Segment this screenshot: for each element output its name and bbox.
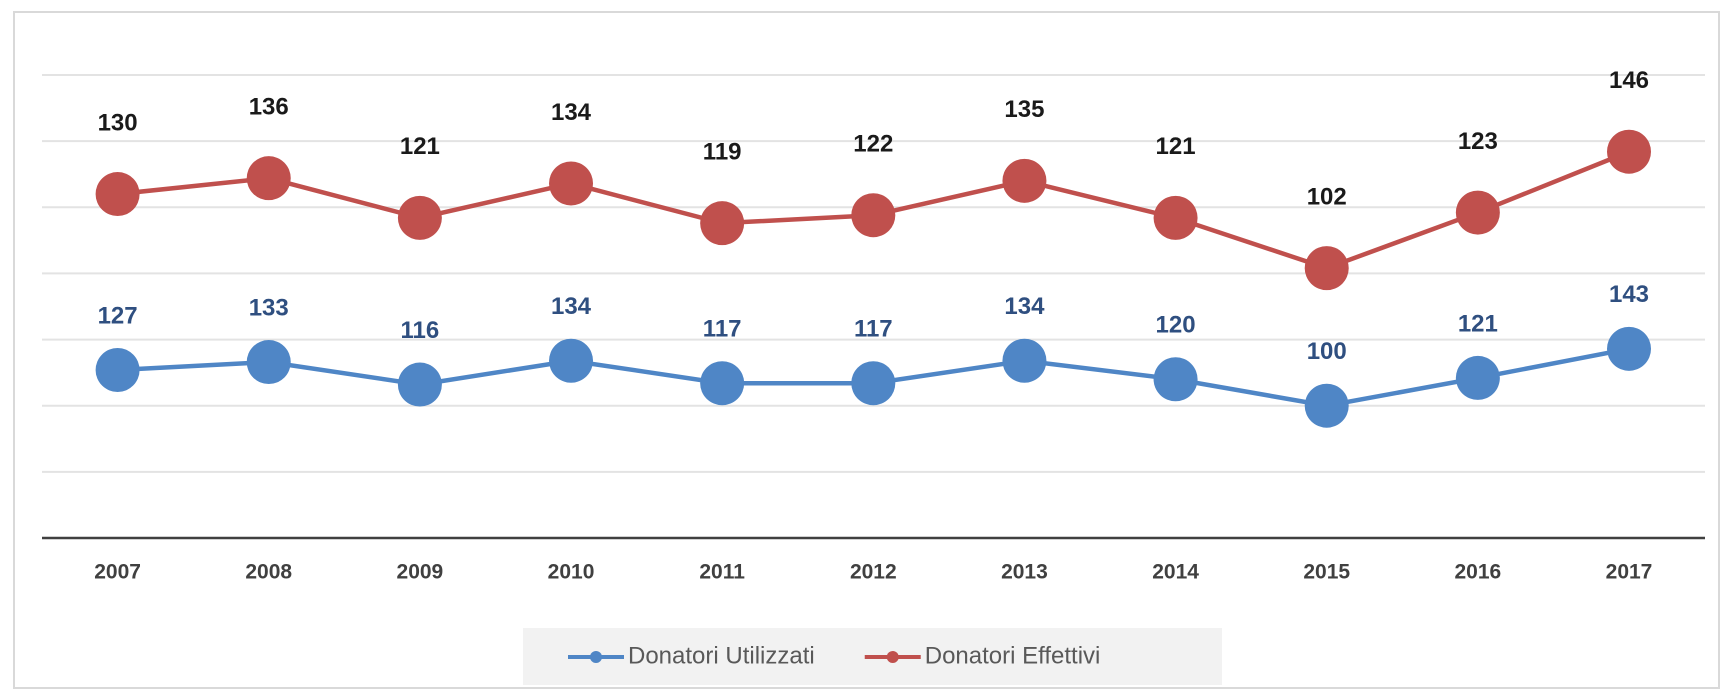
data-point	[1607, 326, 1651, 371]
data-label: 130	[98, 109, 138, 136]
data-label: 100	[1307, 338, 1347, 365]
data-point	[1304, 246, 1349, 291]
data-point	[1002, 338, 1047, 383]
data-label: 127	[98, 302, 138, 329]
data-point	[1455, 355, 1500, 400]
x-tick-label: 2012	[850, 561, 897, 584]
x-tick-label: 2017	[1606, 561, 1653, 584]
x-tick-label: 2009	[397, 561, 444, 584]
data-point	[246, 156, 291, 201]
data-label: 135	[1004, 96, 1044, 123]
x-tick-label: 2013	[1001, 561, 1048, 584]
data-point	[246, 340, 291, 385]
data-label: 134	[1004, 293, 1045, 320]
legend-marker	[886, 651, 899, 663]
data-label: 116	[401, 317, 440, 344]
data-label: 133	[249, 294, 289, 321]
data-label: 102	[1307, 183, 1347, 210]
data-label: 136	[249, 94, 289, 121]
data-label: 121	[1458, 310, 1498, 337]
x-tick-label: 2007	[94, 561, 141, 584]
data-label: 121	[400, 133, 440, 160]
x-tick-label: 2016	[1455, 561, 1502, 584]
data-label: 117	[854, 316, 893, 343]
data-label: 121	[1156, 133, 1196, 160]
data-point	[1153, 195, 1198, 240]
data-point	[1455, 190, 1500, 235]
data-point	[1607, 129, 1651, 174]
data-point	[700, 201, 745, 246]
data-point	[95, 347, 140, 392]
data-point	[851, 193, 896, 238]
data-point	[1304, 383, 1349, 428]
x-tick-label: 2010	[548, 561, 595, 584]
data-label: 119	[703, 139, 742, 166]
legend-marker	[590, 651, 602, 663]
data-point	[700, 361, 745, 406]
x-tick-label: 2011	[699, 561, 745, 584]
data-label: 134	[551, 293, 592, 320]
legend-label: Donatori Utilizzati	[628, 642, 815, 669]
data-point	[851, 361, 896, 406]
data-label: 120	[1156, 312, 1196, 339]
x-tick-label: 2015	[1303, 561, 1350, 584]
data-label: 143	[1609, 281, 1649, 308]
data-point	[397, 362, 442, 407]
data-point	[1153, 357, 1198, 402]
data-label: 134	[551, 99, 592, 126]
data-label: 122	[853, 131, 893, 158]
data-point	[397, 195, 442, 240]
data-label: 117	[703, 316, 742, 343]
x-tick-label: 2014	[1152, 561, 1199, 584]
data-point	[549, 338, 594, 383]
legend-label: Donatori Effettivi	[925, 642, 1101, 669]
data-point	[549, 161, 594, 206]
data-point	[1002, 158, 1047, 203]
data-label: 146	[1609, 67, 1649, 94]
data-point	[95, 172, 140, 217]
chart-frame	[13, 11, 1720, 689]
x-tick-label: 2008	[245, 561, 292, 584]
data-label: 123	[1458, 128, 1498, 155]
